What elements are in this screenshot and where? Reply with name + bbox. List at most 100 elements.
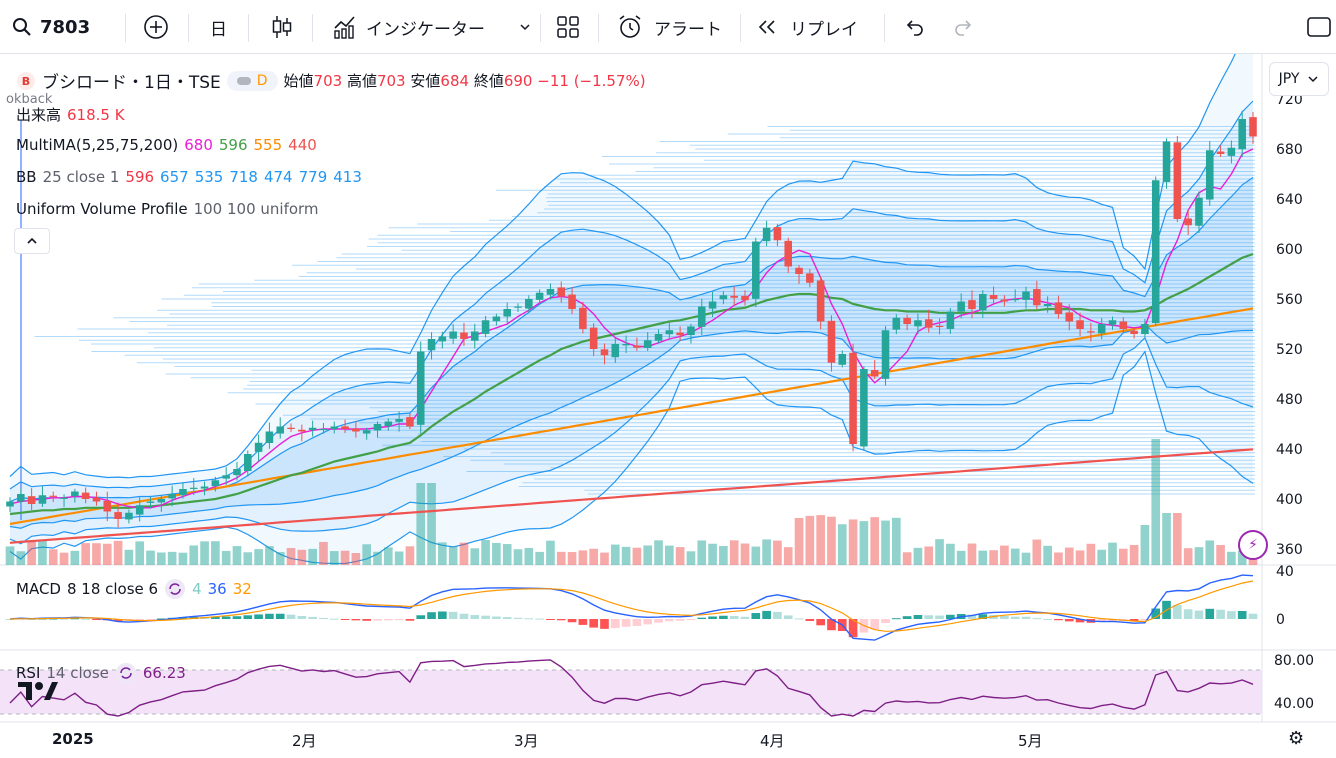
macd-histogram-bar bbox=[81, 618, 90, 620]
candle-body bbox=[146, 501, 155, 503]
rsi-band bbox=[0, 670, 1262, 714]
candle-body bbox=[1162, 141, 1171, 182]
multima-legend[interactable]: MultiMA(5,25,75,200) 680 596 555 440 bbox=[16, 136, 317, 154]
candle-body bbox=[125, 512, 133, 520]
volume-bar bbox=[16, 551, 26, 565]
volume-bar bbox=[156, 552, 166, 565]
candle-body bbox=[870, 370, 879, 377]
chart-area[interactable]: 720 680 640 600 560 520 480 440 400 360 40 0 80.00 40… bbox=[0, 54, 1336, 758]
market-status-badge[interactable]: D bbox=[226, 70, 278, 91]
undo-button[interactable] bbox=[902, 0, 926, 54]
candle-body bbox=[838, 354, 847, 365]
volume-bar bbox=[697, 540, 707, 565]
macd-histogram-bar bbox=[783, 615, 793, 619]
symbol-search[interactable]: 7803 bbox=[12, 0, 90, 54]
volume-bar bbox=[578, 550, 588, 565]
redo-button[interactable] bbox=[952, 0, 976, 54]
volume-bar bbox=[178, 552, 188, 565]
candle-body bbox=[1151, 180, 1160, 324]
volume-bar bbox=[1151, 439, 1161, 565]
candle-body bbox=[881, 330, 890, 379]
candle-body bbox=[665, 330, 674, 335]
chart-type-button[interactable] bbox=[270, 0, 294, 54]
candle-body bbox=[1108, 320, 1117, 325]
candle-body bbox=[676, 332, 684, 336]
macd-histogram-bar bbox=[211, 616, 220, 619]
volume-bar bbox=[146, 550, 155, 565]
volume-profile-legend[interactable]: Uniform Volume Profile 100 100 uniform bbox=[16, 200, 319, 218]
volume-bar bbox=[189, 545, 199, 565]
macd-histogram-bar bbox=[394, 619, 404, 621]
collapse-legend-button[interactable] bbox=[14, 228, 50, 254]
candle-body bbox=[654, 334, 663, 341]
indicators-dropdown[interactable] bbox=[518, 0, 532, 54]
volume-bar bbox=[459, 542, 469, 565]
candle-body bbox=[1205, 150, 1214, 200]
symbol-title[interactable]: ブシロード・1日・TSE bbox=[42, 73, 221, 93]
volume-bar bbox=[1216, 545, 1225, 565]
candle-body bbox=[492, 316, 501, 322]
macd-histogram-bar bbox=[848, 619, 858, 638]
candle-body bbox=[341, 426, 349, 429]
volume-bar bbox=[978, 550, 988, 565]
macd-histogram-bar bbox=[254, 614, 263, 619]
macd-histogram-bar bbox=[567, 619, 577, 623]
macd-histogram-bar bbox=[232, 616, 242, 619]
tradingview-logo-icon bbox=[18, 682, 58, 700]
lightning-icon[interactable]: ⚡ bbox=[1238, 530, 1268, 560]
candles-icon bbox=[272, 16, 292, 38]
candle-body bbox=[525, 299, 533, 309]
macd-histogram-bar bbox=[481, 615, 490, 619]
volume-bar bbox=[254, 549, 263, 565]
replay-button[interactable]: リプレイ bbox=[756, 0, 858, 54]
candle-body bbox=[200, 486, 209, 489]
fullscreen-button[interactable] bbox=[1306, 0, 1332, 54]
volume-bar bbox=[416, 483, 426, 565]
candle-body bbox=[557, 287, 566, 297]
macd-histogram-bar bbox=[762, 610, 771, 619]
indicators-button[interactable]: インジケーター bbox=[332, 0, 485, 54]
candle-body bbox=[1087, 331, 1095, 333]
volume-bar bbox=[1043, 545, 1052, 565]
price-tick-label: 600 bbox=[1276, 242, 1303, 258]
volume-bar bbox=[1032, 539, 1042, 565]
macd-histogram-bar bbox=[913, 615, 923, 619]
compare-button[interactable] bbox=[142, 0, 170, 54]
macd-histogram-bar bbox=[697, 617, 707, 619]
candle-body bbox=[784, 240, 793, 267]
macd-histogram-bar bbox=[600, 619, 609, 629]
candle-body bbox=[1065, 312, 1074, 322]
candle-body bbox=[968, 300, 976, 309]
chart-canvas[interactable]: 72068064060056052048044040036040080.0040… bbox=[0, 54, 1336, 758]
volume-bar bbox=[135, 541, 145, 565]
candle-body bbox=[633, 345, 641, 348]
rsi-legend[interactable]: RSI 14 close 66.23 bbox=[16, 663, 186, 683]
candle-body bbox=[1043, 304, 1052, 307]
settings-gear-icon[interactable]: ⚙ bbox=[1288, 728, 1305, 749]
alert-button[interactable]: アラート bbox=[616, 0, 722, 54]
volume-bar bbox=[1140, 525, 1150, 565]
volume-bar bbox=[827, 516, 836, 565]
symbol-text: 7803 bbox=[40, 16, 91, 38]
grid-icon bbox=[557, 16, 579, 38]
volume-bar bbox=[589, 548, 598, 565]
macd-histogram-bar bbox=[5, 619, 15, 620]
macd-legend[interactable]: MACD 8 18 close 6 4 36 32 bbox=[16, 579, 252, 599]
volume-bar bbox=[654, 540, 663, 565]
volume-legend[interactable]: 出来高 618.5 K bbox=[16, 105, 125, 125]
candle-body bbox=[168, 494, 176, 499]
candles bbox=[6, 110, 1257, 528]
ohlc-values: 始値703 高値703 安値684 終値690 −11 (−1.57%) bbox=[283, 72, 646, 90]
bb-legend[interactable]: BB 25 close 1 596 657 535 718 474 779 41… bbox=[16, 168, 362, 186]
candle-body bbox=[81, 492, 90, 499]
macd-histogram-bar bbox=[329, 618, 339, 620]
search-icon bbox=[13, 18, 31, 36]
layouts-button[interactable] bbox=[556, 0, 580, 54]
svg-text:B: B bbox=[22, 75, 30, 88]
currency-selector[interactable]: JPY bbox=[1269, 62, 1329, 96]
candle-body bbox=[211, 480, 220, 487]
candle-body bbox=[71, 491, 79, 496]
candle-body bbox=[1249, 117, 1257, 137]
volume-bar bbox=[946, 543, 955, 565]
interval-button[interactable]: 日 bbox=[210, 0, 227, 54]
